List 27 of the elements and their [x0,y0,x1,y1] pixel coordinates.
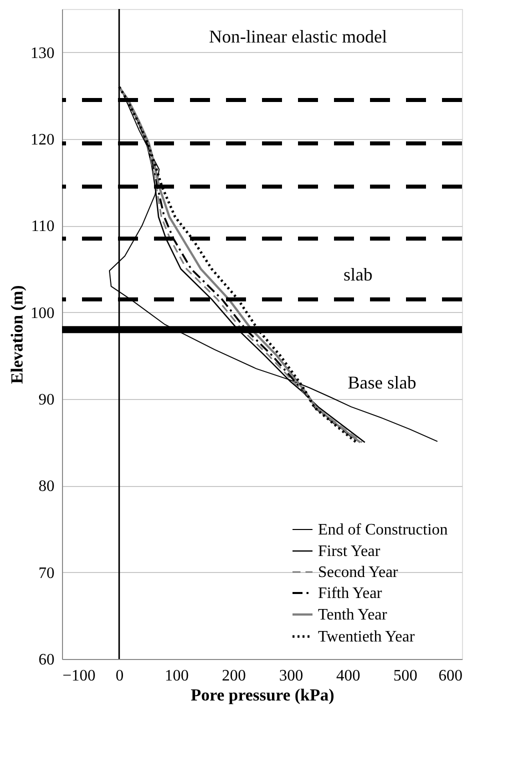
y-axis-title: Elevation (m) [8,285,26,384]
y-tick-label: 100 [30,304,54,322]
legend-label: Second Year [318,564,399,581]
annotation: Base slab [348,372,416,392]
x-tick-label: 200 [222,668,246,684]
x-tick-label: 500 [393,668,418,684]
annotation: slab [344,264,372,284]
x-tick-label: −100 [62,668,96,684]
x-tick-label: 400 [336,668,360,684]
legend-label: Fifth Year [318,585,383,602]
x-tick-label: 600 [438,668,462,684]
x-tick-label: 0 [116,668,124,684]
y-tick-label: 70 [38,564,54,582]
x-axis-title: Pore pressure (kPa) [190,686,334,704]
x-tick-label: 300 [279,668,304,684]
legend-label: End of Construction [318,522,448,538]
y-tick-label: 120 [30,132,54,148]
y-tick-label: 130 [30,44,54,62]
y-tick-label: 110 [31,218,54,236]
legend-label: Tenth Year [318,606,388,624]
legend-label: First Year [318,543,381,560]
x-tick-label: 100 [164,668,189,684]
legend-label: Twentieth Year [318,628,416,646]
y-tick-label: 60 [38,652,54,668]
y-tick-label: 90 [38,392,54,408]
y-tick-label: 80 [38,478,54,496]
annotation: Non-linear elastic model [209,26,387,47]
